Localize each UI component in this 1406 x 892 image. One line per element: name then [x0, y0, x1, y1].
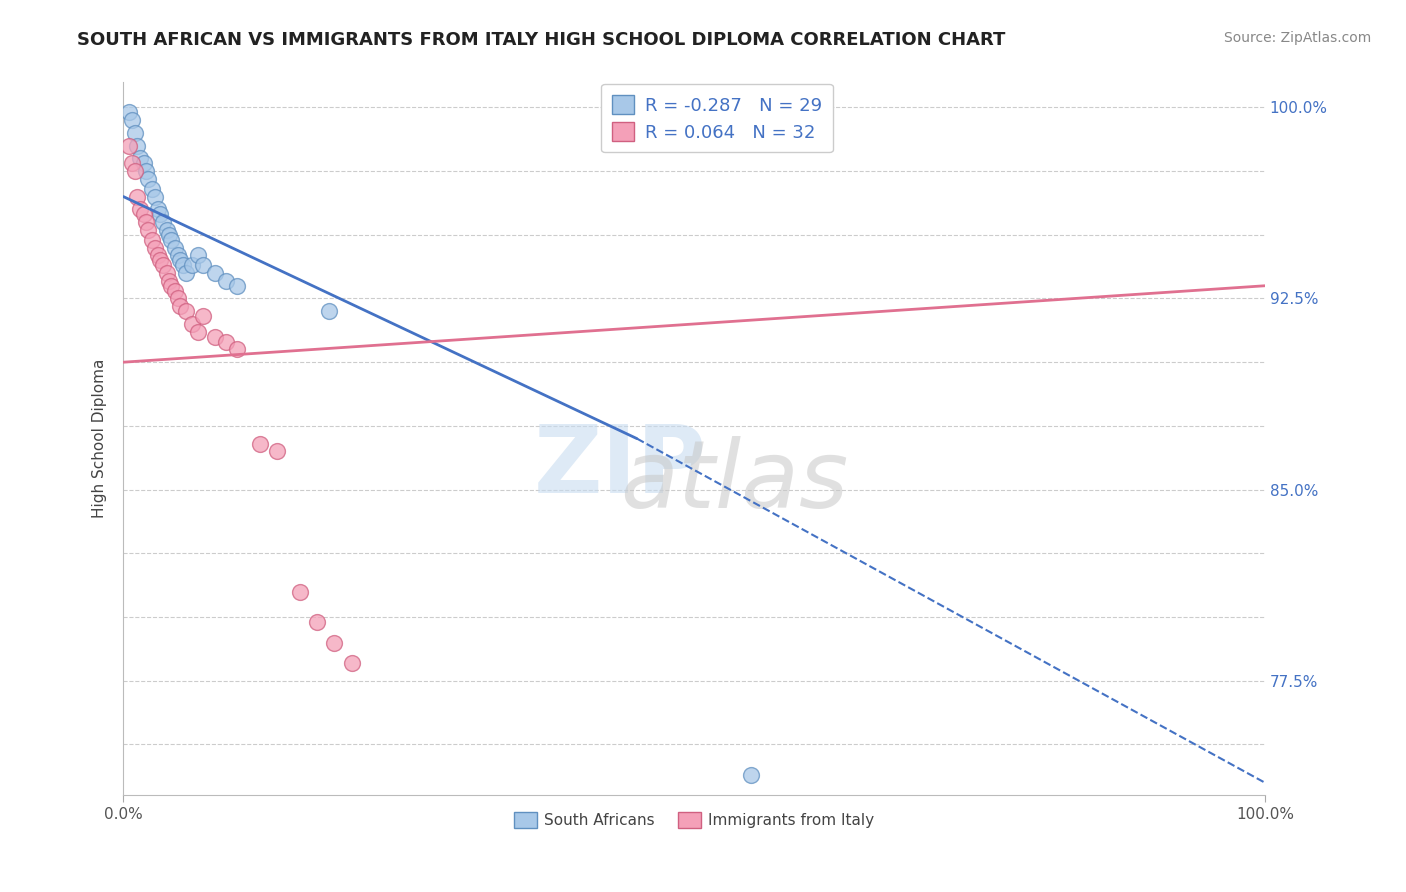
- Point: [323, 635, 346, 649]
- Point: [132, 156, 155, 170]
- Point: [118, 138, 141, 153]
- Point: [163, 241, 186, 255]
- Legend: South Africans, Immigrants from Italy: South Africans, Immigrants from Italy: [508, 806, 880, 834]
- Point: [167, 248, 190, 262]
- Text: atlas: atlas: [620, 436, 848, 527]
- Y-axis label: High School Diploma: High School Diploma: [93, 359, 107, 518]
- Point: [157, 274, 180, 288]
- Point: [138, 223, 160, 237]
- Point: [740, 768, 762, 782]
- Point: [215, 334, 238, 349]
- Point: [204, 329, 226, 343]
- Point: [340, 656, 363, 670]
- Point: [226, 343, 249, 357]
- Point: [160, 233, 183, 247]
- Point: [149, 253, 172, 268]
- Point: [152, 258, 174, 272]
- Point: [318, 304, 340, 318]
- Point: [135, 164, 157, 178]
- Point: [157, 227, 180, 242]
- Text: Source: ZipAtlas.com: Source: ZipAtlas.com: [1223, 31, 1371, 45]
- Text: SOUTH AFRICAN VS IMMIGRANTS FROM ITALY HIGH SCHOOL DIPLOMA CORRELATION CHART: SOUTH AFRICAN VS IMMIGRANTS FROM ITALY H…: [77, 31, 1005, 49]
- Point: [172, 258, 194, 272]
- Point: [167, 292, 190, 306]
- Point: [124, 126, 146, 140]
- Point: [125, 189, 148, 203]
- Point: [152, 215, 174, 229]
- Point: [143, 189, 166, 203]
- Point: [121, 156, 143, 170]
- Point: [141, 182, 163, 196]
- Point: [121, 113, 143, 128]
- Point: [193, 258, 215, 272]
- Point: [143, 241, 166, 255]
- Point: [307, 615, 329, 629]
- Point: [215, 274, 238, 288]
- Point: [149, 207, 172, 221]
- Point: [169, 253, 191, 268]
- Point: [129, 152, 152, 166]
- Point: [266, 444, 288, 458]
- Point: [180, 258, 202, 272]
- Point: [141, 233, 163, 247]
- Point: [180, 317, 202, 331]
- Point: [226, 278, 249, 293]
- Point: [124, 164, 146, 178]
- Point: [132, 207, 155, 221]
- Point: [174, 304, 197, 318]
- Point: [156, 266, 179, 280]
- Point: [249, 436, 271, 450]
- Point: [174, 266, 197, 280]
- Point: [160, 278, 183, 293]
- Point: [186, 248, 208, 262]
- Point: [138, 171, 160, 186]
- Point: [193, 310, 215, 324]
- Point: [118, 105, 141, 120]
- Point: [204, 266, 226, 280]
- Point: [163, 284, 186, 298]
- Point: [146, 202, 169, 217]
- Point: [169, 299, 191, 313]
- Point: [156, 223, 179, 237]
- Point: [129, 202, 152, 217]
- Point: [146, 248, 169, 262]
- Point: [135, 215, 157, 229]
- Point: [290, 584, 312, 599]
- Point: [125, 138, 148, 153]
- Text: ZIP: ZIP: [533, 421, 706, 513]
- Point: [186, 325, 208, 339]
